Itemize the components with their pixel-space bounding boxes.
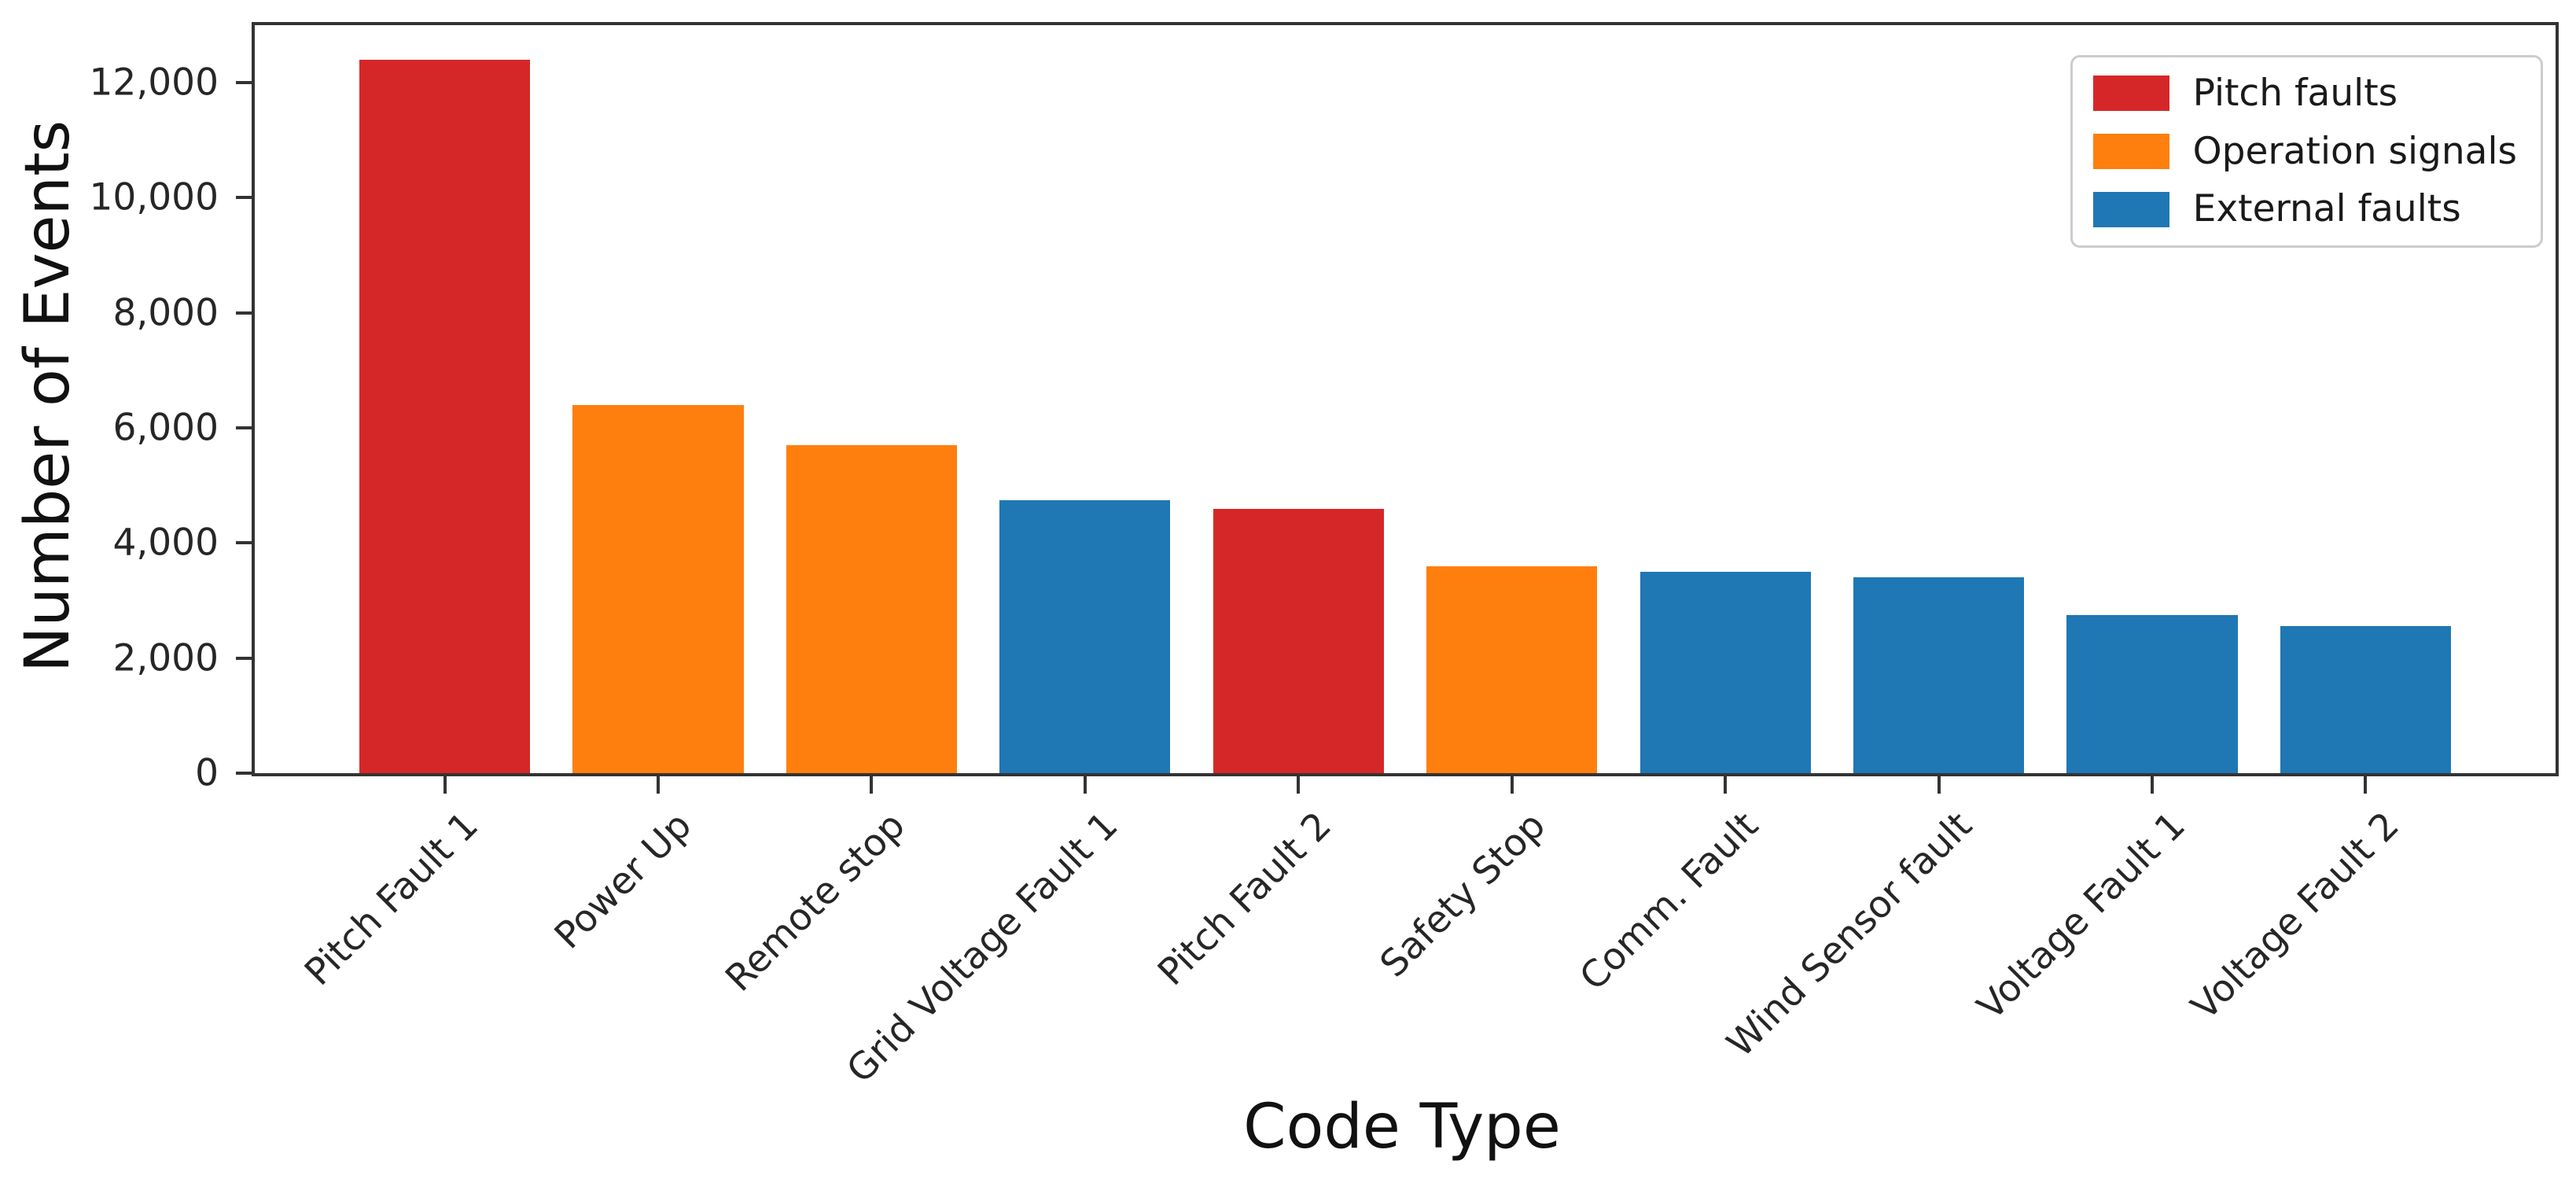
bar-safety-stop bbox=[1426, 566, 1598, 773]
x-tick-mark bbox=[2151, 776, 2154, 794]
x-tick-label: Safety Stop bbox=[1371, 804, 1554, 986]
legend-item: Operation signals bbox=[2092, 129, 2517, 173]
x-tick-mark bbox=[1083, 776, 1087, 794]
legend-swatch bbox=[2092, 76, 2169, 112]
x-tick-mark bbox=[1510, 776, 1514, 794]
x-tick-label: Pitch Fault 2 bbox=[1150, 804, 1341, 994]
x-tick-mark bbox=[870, 776, 874, 794]
bar-pitch-fault-1 bbox=[359, 59, 531, 773]
bar-power-up bbox=[572, 404, 744, 773]
x-tick-label: Pitch Fault 1 bbox=[296, 804, 487, 994]
y-tick-label: 2,000 bbox=[112, 636, 219, 680]
y-tick-label: 8,000 bbox=[112, 291, 219, 335]
x-tick-label: Voltage Fault 2 bbox=[2182, 804, 2408, 1029]
legend: Pitch faults Operation signals External fa… bbox=[2070, 55, 2543, 249]
legend-swatch bbox=[2092, 134, 2169, 170]
x-tick-mark bbox=[1297, 776, 1301, 794]
legend-item: Pitch faults bbox=[2092, 72, 2517, 115]
y-tick-mark bbox=[236, 311, 252, 315]
bar-remote-stop bbox=[786, 445, 957, 773]
plot-area: 0 2,000 4,000 6,000 8,000 10,000 12,000 Pitch … bbox=[90, 22, 2559, 1092]
x-tick-label: Power Up bbox=[546, 804, 700, 958]
x-axis-title: Code Type bbox=[1243, 1092, 1561, 1162]
y-tick-label: 0 bbox=[195, 751, 219, 795]
y-axis-title: Number of Events bbox=[13, 120, 83, 672]
y-tick-label: 6,000 bbox=[112, 406, 219, 450]
y-tick-label: 10,000 bbox=[89, 175, 219, 219]
x-tick-mark bbox=[443, 776, 447, 794]
bar-comm-fault bbox=[1639, 571, 1811, 773]
bar-grid-voltage-fault-1 bbox=[999, 499, 1171, 773]
bar-wind-sensor-fault bbox=[1853, 577, 2025, 773]
x-tick-label: Comm. Fault bbox=[1571, 804, 1768, 1000]
y-tick-mark bbox=[236, 196, 252, 200]
y-tick-mark bbox=[236, 656, 252, 660]
x-tick-mark bbox=[2364, 776, 2368, 794]
x-tick-label: Voltage Fault 1 bbox=[1969, 804, 2194, 1029]
bar-voltage-fault-1 bbox=[2066, 614, 2238, 773]
x-tick-label: Remote stop bbox=[716, 804, 914, 1000]
x-tick-mark bbox=[1937, 776, 1941, 794]
legend-label: Operation signals bbox=[2192, 129, 2517, 173]
y-tick-mark bbox=[236, 541, 252, 545]
bar-pitch-fault-2 bbox=[1213, 508, 1384, 773]
legend-item: External faults bbox=[2092, 187, 2517, 231]
y-tick-mark bbox=[236, 81, 252, 85]
x-tick-mark bbox=[657, 776, 660, 794]
y-tick-mark bbox=[236, 426, 252, 430]
y-tick-mark bbox=[236, 772, 252, 775]
y-tick-label: 4,000 bbox=[112, 521, 219, 565]
y-tick-label: 12,000 bbox=[89, 61, 219, 105]
legend-label: External faults bbox=[2192, 187, 2461, 231]
x-tick-mark bbox=[1724, 776, 1728, 794]
legend-swatch bbox=[2092, 191, 2169, 227]
legend-label: Pitch faults bbox=[2192, 72, 2398, 115]
bar-voltage-fault-2 bbox=[2280, 626, 2451, 773]
